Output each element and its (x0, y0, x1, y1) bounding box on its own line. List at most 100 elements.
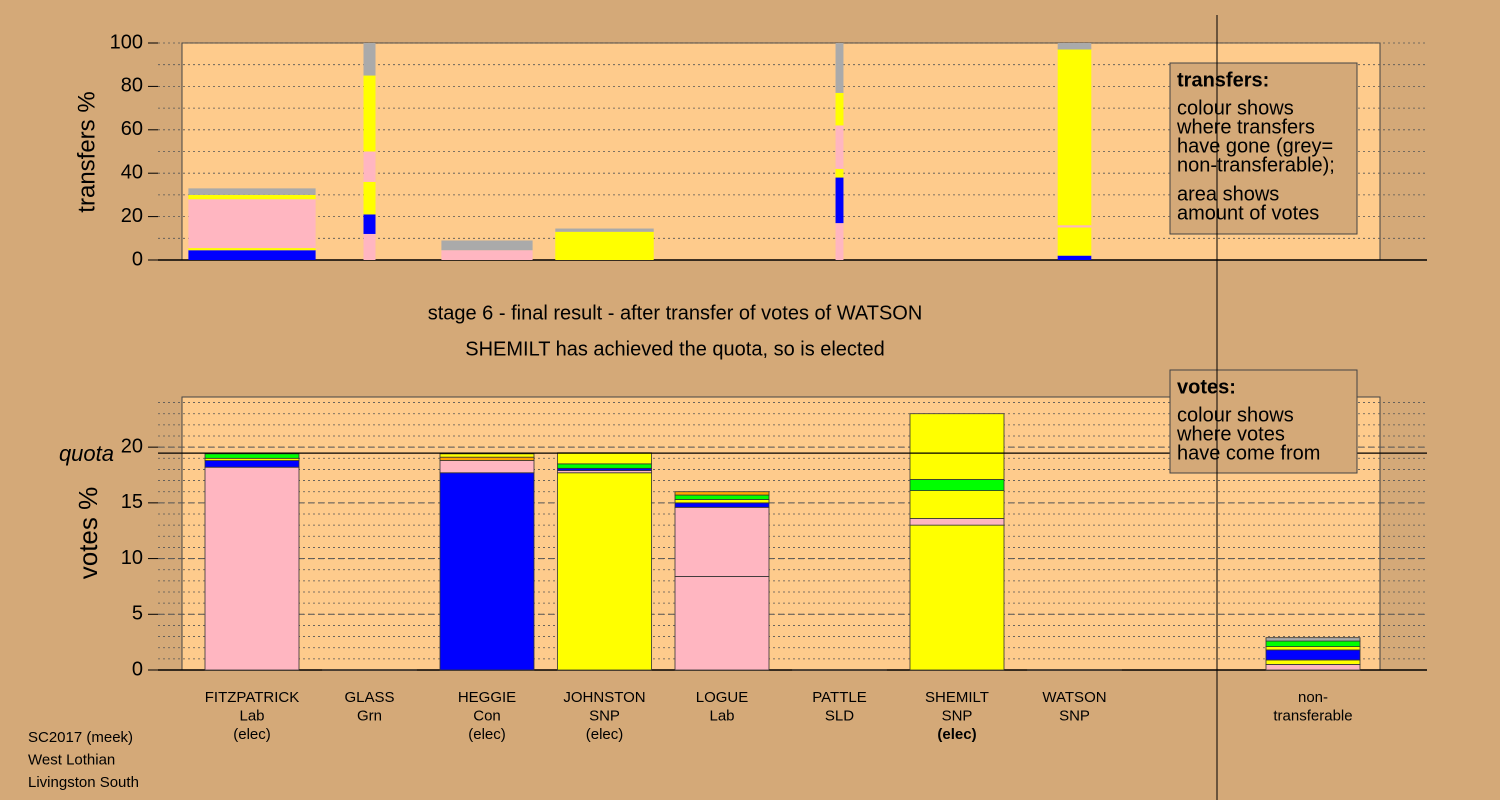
vote-segment (1265, 649, 1361, 661)
x-tick-label: SNP (589, 707, 620, 724)
vote-segment (1265, 664, 1361, 671)
x-tick-label: JOHNSTON (563, 689, 645, 706)
y-tick-label: 20 (121, 205, 143, 227)
vote-segment (909, 524, 1005, 671)
x-tick-label: (elec) (937, 726, 976, 743)
legend-text: colour shows (1177, 97, 1294, 119)
vote-segment (439, 460, 535, 474)
y-tick-label: 100 (110, 31, 143, 53)
vote-segment (909, 490, 1005, 519)
transfer-segment (188, 194, 316, 200)
legend-text: colour shows (1177, 404, 1294, 426)
vote-segment (204, 466, 300, 671)
chart-title: SHEMILT has achieved the quota, so is el… (465, 338, 885, 360)
vote-segment (557, 472, 652, 671)
legend-text: have gone (grey= (1177, 135, 1333, 157)
vote-segment (1265, 640, 1361, 647)
transfer-segment (441, 240, 533, 251)
vote-segment (674, 494, 770, 500)
transfer-segment (1057, 225, 1092, 228)
y-tick-label: 0 (132, 658, 143, 680)
y-tick-label: 0 (132, 248, 143, 270)
x-tick-label: transferable (1273, 707, 1352, 724)
quota-label: quota (59, 441, 114, 466)
transfer-segment (1057, 49, 1092, 226)
transfer-segment (555, 228, 654, 232)
chart-title: stage 6 - final result - after transfer … (428, 302, 923, 324)
x-tick-label: GLASS (344, 689, 394, 706)
transfer-segment (1057, 255, 1092, 260)
vote-segment (674, 576, 770, 671)
transfer-segment (1057, 227, 1092, 256)
x-tick-label: FITZPATRICK (205, 689, 299, 706)
vote-segment (1265, 659, 1361, 665)
x-tick-label: Lab (709, 707, 734, 724)
y-axis-label: votes % (73, 487, 103, 580)
legend-box (1169, 62, 1358, 235)
x-tick-label: SNP (942, 707, 973, 724)
x-tick-label: SNP (1059, 707, 1090, 724)
legend-title: votes: (1177, 376, 1236, 398)
y-tick-label: 60 (121, 118, 143, 140)
x-tick-label: Grn (357, 707, 382, 724)
vote-segment (204, 460, 300, 468)
transfer-segment (188, 188, 316, 195)
legend-text: where transfers (1176, 116, 1315, 138)
footer-text: Livingston South (28, 774, 139, 791)
y-tick-label: 20 (121, 435, 143, 457)
x-tick-label: SLD (825, 707, 854, 724)
vote-segment (909, 479, 1005, 492)
x-tick-label: LOGUE (696, 689, 749, 706)
transfer-segment (835, 223, 844, 260)
x-tick-label: (elec) (233, 726, 271, 743)
vote-segment (674, 506, 770, 577)
vote-segment (204, 453, 300, 459)
legend-text: non-transferable); (1177, 154, 1335, 176)
legend-text: where votes (1176, 423, 1285, 445)
vote-segment (909, 413, 1005, 480)
vote-segment (1265, 646, 1361, 651)
transfer-segment (555, 231, 654, 260)
vote-segment (909, 518, 1005, 526)
y-tick-label: 15 (121, 491, 143, 513)
x-tick-label: WATSON (1042, 689, 1106, 706)
legend-title: transfers: (1177, 69, 1269, 91)
vote-segment (439, 472, 535, 671)
transfer-segment (363, 233, 376, 260)
x-tick-label: (elec) (586, 726, 624, 743)
y-tick-label: 10 (121, 547, 143, 569)
legend-text: area shows (1177, 183, 1279, 205)
transfer-segment (188, 248, 316, 251)
vote-segment (439, 456, 535, 461)
transfer-segment (363, 181, 376, 215)
legend-text: amount of votes (1177, 202, 1319, 224)
footer-text: SC2017 (meek) (28, 729, 133, 746)
vote-segment (674, 499, 770, 504)
transfer-segment (835, 43, 844, 93)
vote-segment (1265, 637, 1361, 642)
x-tick-label: SHEMILT (925, 689, 989, 706)
x-tick-label: Con (473, 707, 501, 724)
vote-segment (557, 463, 652, 469)
transfer-segment (363, 214, 376, 234)
footer-text: West Lothian (28, 751, 115, 768)
vote-segment (674, 502, 770, 508)
vote-segment (674, 491, 770, 496)
x-tick-label: HEGGIE (458, 689, 516, 706)
transfer-segment (363, 75, 376, 152)
x-tick-label: (elec) (468, 726, 506, 743)
transfer-segment (1057, 43, 1092, 50)
legend-box (1169, 369, 1358, 474)
transfer-segment (441, 250, 533, 260)
transfer-segment (835, 92, 844, 126)
transfer-segment (835, 168, 844, 178)
transfer-segment (363, 43, 376, 76)
y-axis-label: transfers % (73, 91, 100, 212)
transfer-segment (835, 177, 844, 224)
x-tick-label: PATTLE (812, 689, 866, 706)
transfer-segment (188, 250, 316, 260)
vote-segment (557, 452, 652, 465)
y-tick-label: 5 (132, 603, 143, 625)
x-tick-label: Lab (239, 707, 264, 724)
